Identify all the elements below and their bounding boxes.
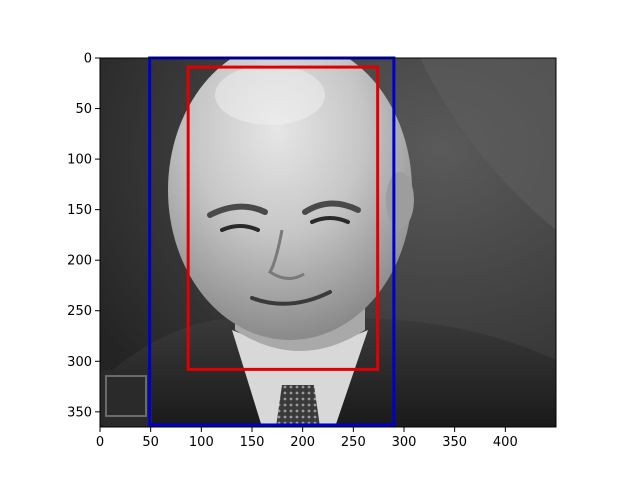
x-tick-label: 400: [493, 435, 518, 450]
y-tick-label: 0: [84, 52, 92, 67]
y-tick-label: 50: [75, 102, 92, 117]
axes-frame: [99, 57, 557, 428]
x-tick-label: 350: [442, 435, 467, 450]
y-tick-label: 350: [67, 405, 92, 420]
y-tick-label: 250: [67, 304, 92, 319]
x-tick-label: 100: [189, 435, 214, 450]
y-axis: 0 50 100 150 200 250 300 350: [67, 52, 100, 420]
x-axis: 0 50 100 150 200 250 300 350 400: [96, 427, 518, 450]
x-tick-label: 300: [392, 435, 417, 450]
x-tick-label: 50: [142, 435, 159, 450]
y-tick-label: 100: [67, 153, 92, 168]
x-tick-label: 0: [96, 435, 104, 450]
y-tick-label: 300: [67, 355, 92, 370]
x-tick-label: 200: [290, 435, 315, 450]
x-tick-label: 150: [240, 435, 265, 450]
y-tick-label: 200: [67, 254, 92, 269]
y-tick-label: 150: [67, 203, 92, 218]
x-tick-label: 250: [341, 435, 366, 450]
bounding-box-red: [186, 65, 380, 371]
